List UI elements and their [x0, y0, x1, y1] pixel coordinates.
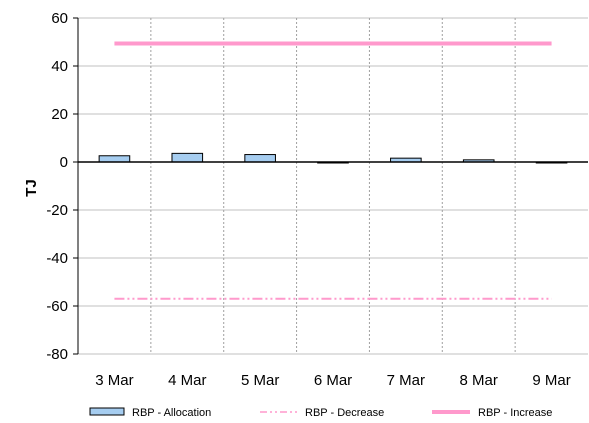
y-tick-label: -20 [46, 202, 68, 219]
x-tick-label: 3 Mar [95, 372, 133, 389]
x-tick-label: 5 Mar [241, 372, 279, 389]
x-tick-label: 7 Mar [387, 372, 425, 389]
y-tick-label: -40 [46, 250, 68, 267]
legend-label: RBP - Decrease [305, 407, 384, 419]
x-tick-label: 6 Mar [314, 372, 352, 389]
bar-5-mar [244, 154, 276, 163]
y-tick-label: 60 [51, 10, 68, 27]
legend: RBP - Allocation RBP - Decrease RBP - Incr… [89, 407, 552, 419]
y-tick-label: -60 [46, 298, 68, 315]
y-tick-label: 0 [60, 154, 68, 171]
legend-swatch-allocation [89, 407, 125, 416]
x-tick-label: 9 Mar [532, 372, 570, 389]
y-tick-label: 40 [51, 58, 68, 75]
legend-label: RBP - Increase [478, 407, 552, 419]
bar-4-mar [171, 152, 204, 163]
bar-3-mar [98, 155, 131, 163]
gridlines [78, 17, 588, 355]
x-tick-label: 4 Mar [168, 372, 206, 389]
x-tick-label: 8 Mar [460, 372, 498, 389]
y-tick-label: 20 [51, 106, 68, 123]
line-series [114, 41, 552, 300]
y-axis-label: TJ [23, 179, 40, 197]
y-tick-label: -80 [46, 346, 68, 363]
axes: -80 -60 -40 -20 0 20 40 60 3 Mar 4 Mar 5 Mar 6 Mar 7… [46, 10, 588, 389]
legend-label: RBP - Allocation [132, 407, 211, 419]
